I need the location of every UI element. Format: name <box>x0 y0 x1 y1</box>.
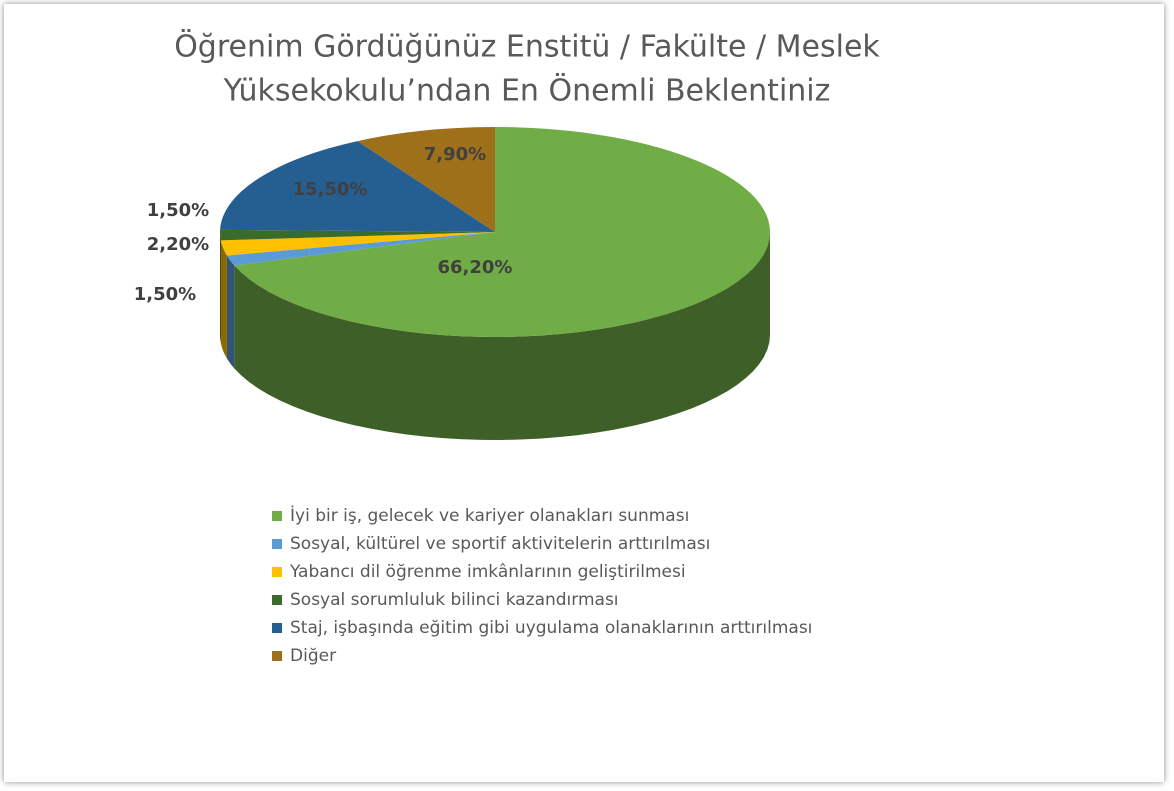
legend-label: Sosyal, kültürel ve sportif aktiviteleri… <box>290 534 710 554</box>
legend-swatch <box>272 567 282 577</box>
pie-slice <box>234 127 770 338</box>
pie-slice <box>219 229 495 241</box>
legend-swatch <box>272 651 282 661</box>
legend-swatch <box>272 511 282 521</box>
legend-label: Yabancı dil öğrenme imkânlarının gelişti… <box>289 562 686 582</box>
legend-swatch <box>272 623 282 633</box>
pie-side <box>226 255 235 369</box>
pie-slice <box>220 232 495 256</box>
legend-swatch <box>272 595 282 605</box>
pie-side <box>234 232 771 440</box>
data-label: 2,20% <box>147 234 209 255</box>
data-label: 7,90% <box>424 144 486 165</box>
pie-slice <box>226 232 495 266</box>
legend-label: İyi bir iş, gelecek ve kariyer olanaklar… <box>290 505 689 526</box>
pie-slice <box>357 127 495 232</box>
data-label: 66,20% <box>438 257 513 278</box>
pie-slice <box>220 141 495 232</box>
pie-side <box>220 240 227 359</box>
pie-side <box>220 232 221 344</box>
data-label: 1,50% <box>134 284 196 305</box>
chart-subtitle: Yüksekokulu’ndan En Önemli Beklentiniz <box>223 73 831 109</box>
data-label: 15,50% <box>293 179 368 200</box>
legend-label: Sosyal sorumluluk bilinci kazandırması <box>290 590 619 610</box>
chart-title: Öğrenim Gördüğünüz Enstitü / Fakülte / M… <box>174 29 880 65</box>
legend-swatch <box>272 539 282 549</box>
legend-label: Diğer <box>290 646 336 666</box>
data-label: 1,50% <box>147 200 209 221</box>
legend-label: Staj, işbaşında eğitim gibi uygulama ola… <box>290 618 812 638</box>
